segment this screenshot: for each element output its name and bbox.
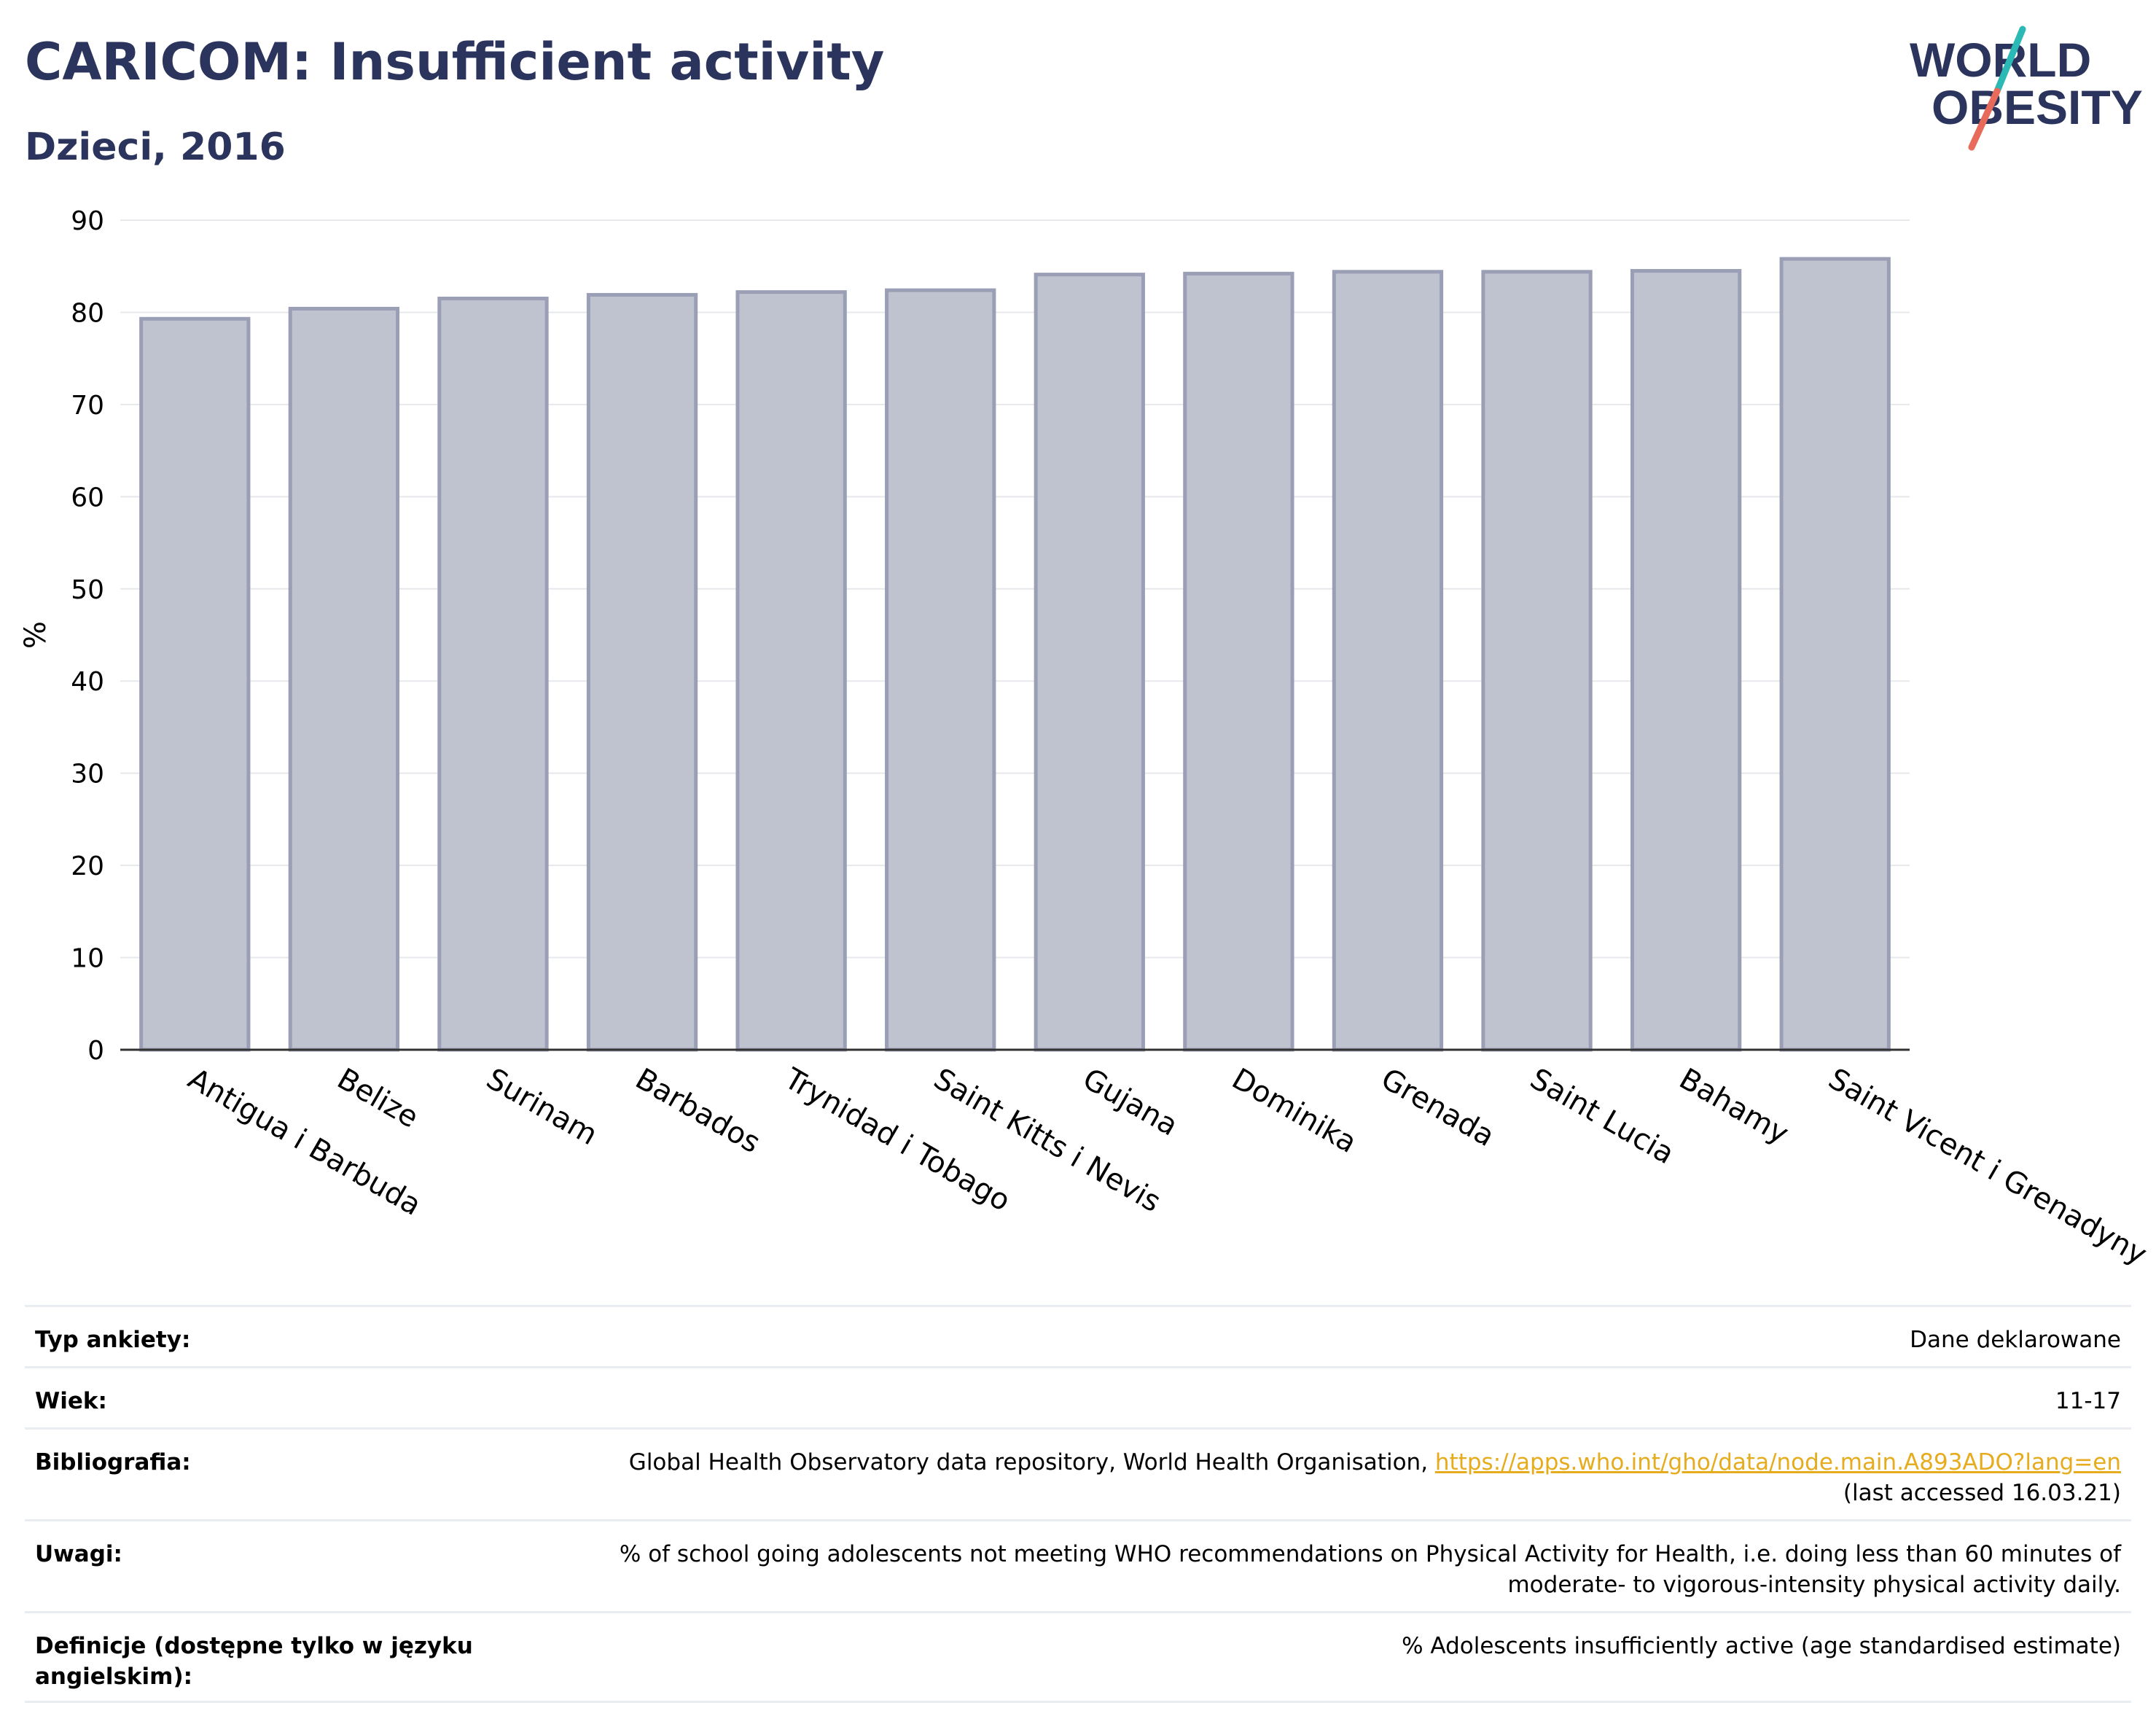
- y-tick-label: 20: [71, 851, 104, 881]
- bar: [288, 306, 400, 1052]
- y-tick-label: 70: [71, 391, 104, 421]
- logo-slash-top: [1993, 26, 2026, 95]
- bar: [1630, 269, 1742, 1052]
- world-obesity-logo: WORLD OBESITY: [1910, 26, 2143, 151]
- info-table: Typ ankiety: Dane deklarowane Wiek: 11-1…: [25, 1305, 2131, 1703]
- survey-type-value: Dane deklarowane: [1910, 1327, 2121, 1353]
- age-value: 11-17: [2055, 1388, 2121, 1414]
- bibliography-accessed: (last accessed 16.03.21): [1843, 1480, 2121, 1506]
- logo-slash-bottom: [1968, 87, 2001, 151]
- y-axis-ticks: 0 10 20 30 40 50 60 70 80 90: [71, 206, 104, 1066]
- bar: [437, 296, 549, 1052]
- y-tick-label: 60: [71, 483, 104, 512]
- bar: [1332, 270, 1444, 1052]
- chart-subtitle: Dzieci, 2016: [25, 125, 286, 169]
- info-row-bibliography: Bibliografia: Global Health Observatory …: [25, 1427, 2131, 1519]
- info-row-notes: Uwagi: % of school going adolescents not…: [25, 1519, 2131, 1611]
- info-row-survey: Typ ankiety: Dane deklarowane: [25, 1305, 2131, 1366]
- notes-line-1: % of school going adolescents not meetin…: [619, 1541, 2121, 1567]
- bar: [885, 288, 996, 1052]
- bar: [139, 316, 251, 1052]
- x-tick-label: Belize: [332, 1062, 424, 1135]
- bar: [1779, 257, 1891, 1052]
- y-tick-label: 90: [71, 206, 104, 236]
- bar: [1481, 270, 1593, 1052]
- logo-line-2: OBESITY: [1932, 80, 2143, 134]
- age-label: Wiek:: [35, 1388, 107, 1414]
- x-tick-label: Barbados: [630, 1062, 766, 1160]
- y-tick-label: 30: [71, 760, 104, 789]
- y-tick-label: 50: [71, 575, 104, 605]
- notes-label: Uwagi:: [35, 1541, 122, 1567]
- x-tick-label: Dominika: [1226, 1062, 1362, 1160]
- y-tick-label: 10: [71, 944, 104, 974]
- y-tick-label: 80: [71, 298, 104, 328]
- info-row-age: Wiek: 11-17: [25, 1366, 2131, 1427]
- y-tick-label: 0: [87, 1036, 104, 1066]
- y-tick-label: 40: [71, 667, 104, 697]
- bars: [139, 257, 1891, 1052]
- gridlines: [120, 219, 1910, 959]
- notes-value: % of school going adolescents not meetin…: [501, 1539, 2121, 1600]
- x-tick-label: Surinam: [480, 1062, 603, 1152]
- x-tick-label: Bahamy: [1673, 1062, 1794, 1151]
- bar: [1183, 271, 1294, 1052]
- bar: [586, 292, 698, 1052]
- y-axis-label: %: [19, 621, 52, 649]
- bibliography-link[interactable]: https://apps.who.int/gho/data/node.main.…: [1434, 1449, 2121, 1475]
- definitions-value: % Adolescents insufficiently active (age…: [1402, 1633, 2121, 1659]
- survey-type-label: Typ ankiety:: [35, 1327, 191, 1353]
- bar: [1034, 273, 1145, 1052]
- chart-title: CARICOM: Insufficient activity: [25, 32, 885, 92]
- x-tick-label: Grenada: [1375, 1062, 1500, 1153]
- definitions-label: Definicje (dostępne tylko w języku angie…: [35, 1633, 473, 1690]
- x-tick-label: Saint Lucia: [1525, 1062, 1680, 1171]
- x-tick-label: Gujana: [1077, 1062, 1184, 1143]
- info-row-definitions: Definicje (dostępne tylko w języku angie…: [25, 1611, 2131, 1703]
- bibliography-value: Global Health Observatory data repositor…: [501, 1447, 2121, 1508]
- bibliography-label: Bibliografia:: [35, 1449, 191, 1475]
- bibliography-text: Global Health Observatory data repositor…: [628, 1449, 1429, 1475]
- x-tick-label: Saint Vicent i Grenadyny: [1823, 1062, 2152, 1268]
- notes-line-2: moderate- to vigorous-intensity physical…: [1507, 1572, 2121, 1598]
- bar: [735, 290, 847, 1052]
